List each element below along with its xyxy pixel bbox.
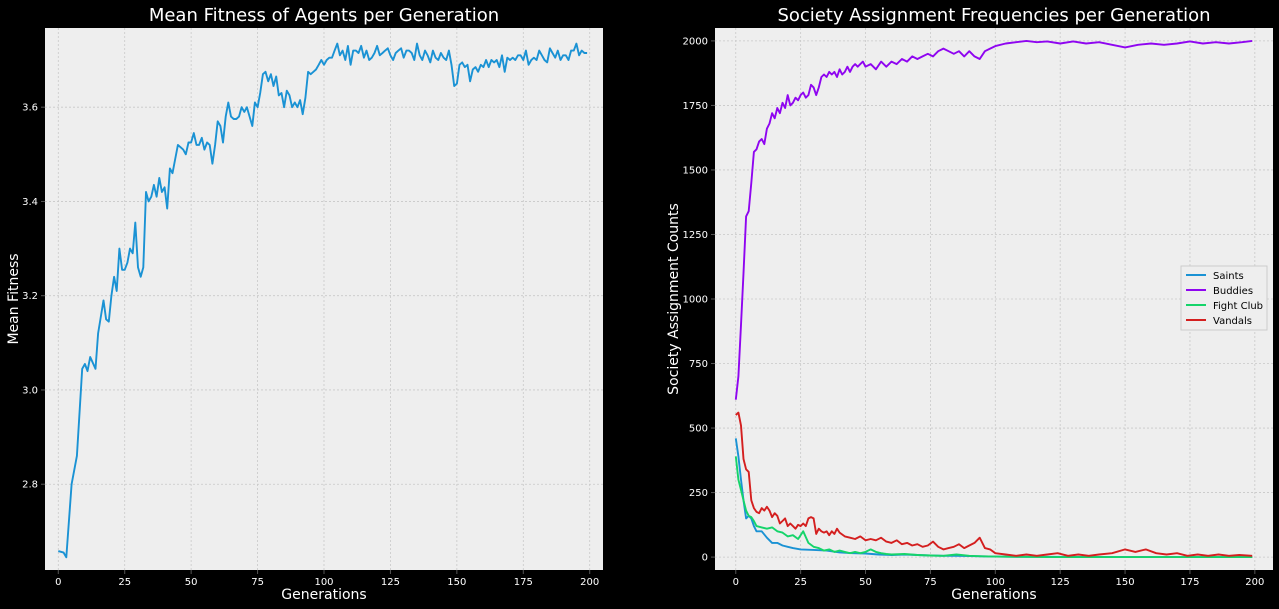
legend-label-vandals: Vandals — [1213, 316, 1252, 327]
mean-fitness-x-tick-label: 125 — [381, 577, 400, 588]
legend-label-fight-club: Fight Club — [1213, 301, 1263, 312]
mean-fitness-title: Mean Fitness of Agents per Generation — [149, 5, 499, 26]
mean-fitness-gridlines — [45, 28, 603, 570]
society-frequencies-y-tick-label: 1500 — [683, 165, 708, 176]
mean-fitness-y-axis-label: Mean Fitness — [6, 253, 22, 344]
legend-label-saints: Saints — [1213, 271, 1244, 282]
mean-fitness-y-tick-label: 3.2 — [22, 291, 38, 302]
series-line-buddies — [734, 39, 1253, 400]
mean-fitness-x-tick-label: 200 — [580, 577, 599, 588]
mean-fitness-x-axis-label: Generations — [281, 587, 366, 603]
mean-fitness-plot-area — [45, 28, 603, 570]
society-frequencies-x-axis-label: Generations — [951, 587, 1036, 603]
series-line-mean-fitness — [58, 42, 588, 559]
society-frequencies-series — [734, 39, 1253, 559]
society-frequencies-title: Society Assignment Frequencies per Gener… — [777, 5, 1210, 26]
society-frequencies-tick-labels: 0 25 50 75 100 125 150 175 200025050075010001250… — [683, 36, 1265, 588]
mean-fitness-y-tick-label: 3.0 — [22, 385, 38, 396]
society-frequencies-x-tick-label: 125 — [1051, 577, 1070, 588]
society-frequencies-y-tick-label: 1000 — [683, 295, 708, 306]
mean-fitness-series — [58, 42, 588, 559]
mean-fitness-x-tick-label: 50 — [185, 577, 198, 588]
mean-fitness-x-tick-label: 0 — [55, 577, 61, 588]
series-line-vandals — [735, 411, 1253, 557]
mean-fitness-y-tick-label: 3.6 — [22, 103, 38, 114]
legend-label-buddies: Buddies — [1213, 286, 1253, 297]
mean-fitness-x-tick-label: 25 — [118, 577, 131, 588]
society-frequencies-x-tick-label: 200 — [1245, 577, 1264, 588]
mean-fitness-x-tick-label: 175 — [514, 577, 533, 588]
society-frequencies-y-axis-label: Society Assignment Counts — [666, 203, 682, 395]
society-frequencies-y-tick-label: 0 — [702, 553, 708, 564]
society-frequencies-chart: 0 25 50 75 100 125 150 175 200025050075010001250… — [666, 5, 1273, 603]
mean-fitness-y-tick-label: 3.4 — [22, 197, 38, 208]
society-frequencies-x-tick-label: 50 — [859, 577, 872, 588]
society-frequencies-y-tick-label: 500 — [689, 424, 708, 435]
society-frequencies-x-tick-label: 0 — [733, 577, 739, 588]
mean-fitness-x-tick-label: 150 — [447, 577, 466, 588]
society-frequencies-x-tick-label: 100 — [986, 577, 1005, 588]
mean-fitness-x-tick-label: 75 — [251, 577, 264, 588]
mean-fitness-x-tick-label: 100 — [314, 577, 333, 588]
society-frequencies-x-tick-label: 75 — [924, 577, 937, 588]
series-line-fight-club — [734, 456, 1253, 559]
mean-fitness-tick-labels: 0 25 50 75 100 125 150 175 200 2.8 3.0 3.2 3.4 3.6 — [22, 103, 599, 588]
legend: Saints Buddies Fight Club Vandals — [1180, 265, 1268, 331]
society-frequencies-y-tick-label: 750 — [689, 359, 708, 370]
mean-fitness-chart: 0 25 50 75 100 125 150 175 200 2.8 3.0 3.2 3.4 3.6 Me… — [6, 5, 603, 603]
society-frequencies-x-tick-label: 25 — [794, 577, 807, 588]
society-frequencies-x-tick-label: 175 — [1180, 577, 1199, 588]
society-frequencies-y-tick-label: 1750 — [683, 101, 708, 112]
society-frequencies-y-tick-label: 2000 — [683, 36, 708, 47]
society-frequencies-x-tick-label: 150 — [1116, 577, 1135, 588]
society-frequencies-y-tick-label: 250 — [689, 488, 708, 499]
mean-fitness-y-tick-label: 2.8 — [22, 480, 38, 491]
society-frequencies-y-tick-label: 1250 — [683, 230, 708, 241]
